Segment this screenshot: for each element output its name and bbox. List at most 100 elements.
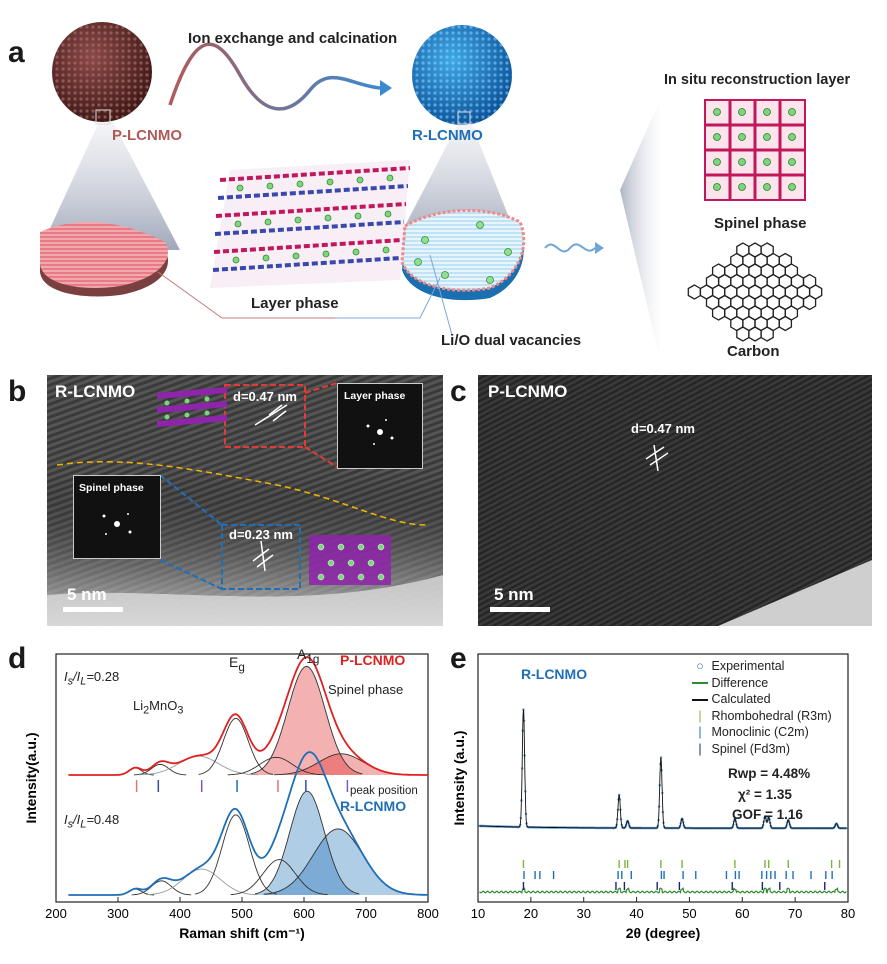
xrd-difference bbox=[479, 887, 847, 894]
wave-arrow bbox=[168, 42, 381, 111]
spinel-phase-raman: Spinel phase bbox=[328, 682, 404, 697]
xrd-xtick-label-50: 50 bbox=[682, 906, 696, 921]
scale-text-c: 5 nm bbox=[494, 585, 534, 604]
legend-spinel: | Spinel (Fd3m) bbox=[698, 741, 790, 756]
xrd-xlabel: 2θ (degree) bbox=[626, 925, 700, 941]
xrd-chart: 10 20 30 40 50 60 70 80 2θ (degree) Intensity (a.… bbox=[451, 653, 855, 941]
scale-bar-b bbox=[63, 607, 123, 612]
process-text: Ion exchange and calcination bbox=[188, 30, 398, 47]
d-spacing-c: d=0.47 nm bbox=[631, 421, 695, 436]
raman-envelope-P-LCNMO bbox=[68, 656, 428, 776]
panel-b-label: b bbox=[8, 375, 27, 408]
vacancies-label: Li/O dual vacancies bbox=[441, 332, 582, 349]
raman-xtick-label-200: 200 bbox=[45, 906, 67, 921]
beam-left bbox=[40, 120, 180, 250]
tem-image-c: P-LCNMO d=0.47 nm 5 nm bbox=[478, 375, 872, 626]
raman-component-R-LCNMO-3 bbox=[194, 814, 277, 895]
raman-component-P-LCNMO-3 bbox=[198, 717, 274, 775]
panel-a-label: a bbox=[8, 36, 25, 69]
panel-b-sample: R-LCNMO bbox=[55, 382, 136, 401]
raman-component-P-LCNMO-4 bbox=[227, 756, 325, 776]
xrd-xtick-label-70: 70 bbox=[788, 906, 802, 921]
reconstruction-title: In situ reconstruction layer bbox=[664, 72, 851, 88]
carbon-label: Carbon bbox=[727, 343, 780, 360]
raman-xtick-label-700: 700 bbox=[355, 906, 377, 921]
inset-layer-label: Layer phase bbox=[344, 390, 406, 402]
p-slab bbox=[40, 221, 168, 297]
scale-bar-c bbox=[490, 607, 550, 612]
legend-r: R-LCNMO bbox=[340, 798, 407, 814]
xrd-xtick-label-20: 20 bbox=[524, 906, 538, 921]
legend-monoclinic: | Monoclinic (C2m) bbox=[698, 725, 809, 739]
peak-position-label: peak position bbox=[350, 785, 418, 797]
xrd-xtick-label-60: 60 bbox=[735, 906, 749, 921]
raman-component-R-LCNMO-1 bbox=[131, 880, 192, 896]
raman-xtick-label-800: 800 bbox=[417, 906, 439, 921]
raman-xtick-label-500: 500 bbox=[231, 906, 253, 921]
rwp-value: Rwp = 4.48% bbox=[728, 766, 811, 781]
raman-component-R-LCNMO-4 bbox=[230, 859, 328, 896]
p-sphere bbox=[52, 22, 152, 125]
fft-layer-inset: Layer phase bbox=[337, 383, 423, 469]
xrd-xtick-label-40: 40 bbox=[629, 906, 643, 921]
legend-difference: Difference bbox=[692, 675, 832, 692]
xrd-plot-frame bbox=[477, 653, 849, 903]
ratio-r: Is/IL=0.48 bbox=[64, 812, 120, 831]
raman-fill-R-LCNMO-6 bbox=[263, 828, 413, 895]
peak-a1g-label: A1g bbox=[297, 646, 320, 666]
xrd-sample: R-LCNMO bbox=[521, 666, 588, 682]
legend-calculated: Calculated bbox=[692, 691, 832, 708]
tem-image-b: R-LCNMO d=0.47 nm d=0.23 nm Layer phase … bbox=[47, 375, 443, 626]
r-sphere bbox=[412, 25, 512, 125]
layer-phase-label: Layer phase bbox=[251, 295, 339, 312]
carbon-lattice bbox=[687, 242, 823, 342]
raman-component-R-LCNMO-2 bbox=[145, 868, 258, 896]
r-material-label: R-LCNMO bbox=[412, 127, 483, 144]
d-spacing-top: d=0.47 nm bbox=[233, 389, 297, 404]
xrd-legend: ○ Experimental Difference Calculated | R… bbox=[692, 658, 832, 757]
raman-xtick-label-300: 300 bbox=[107, 906, 129, 921]
layer-crystal-inset bbox=[156, 387, 228, 427]
raman-ylabel: Intensity(a.u.) bbox=[23, 732, 39, 823]
chi2-value: χ² = 1.35 bbox=[738, 787, 792, 802]
panel-d-label: d bbox=[8, 642, 27, 675]
raman-chart: 200 300 400 500 600 700 800 Raman shift (cm⁻¹) I… bbox=[23, 653, 439, 941]
gof-value: GOF = 1.16 bbox=[732, 807, 803, 822]
schematic-illustration bbox=[40, 22, 823, 360]
spinel-crystal-inset bbox=[309, 535, 391, 585]
xrd-xtick-label-10: 10 bbox=[471, 906, 485, 921]
beam-side bbox=[620, 100, 660, 360]
raman-xtick-label-400: 400 bbox=[169, 906, 191, 921]
r-slab bbox=[400, 209, 526, 301]
raman-envelope-R-LCNMO bbox=[68, 751, 428, 896]
raman-xlabel: Raman shift (cm⁻¹) bbox=[179, 925, 305, 941]
panel-c-label: c bbox=[450, 375, 467, 408]
peak-li2mno3-label: Li2MnO3 bbox=[133, 698, 184, 717]
spinel-phase-label: Spinel phase bbox=[714, 215, 807, 232]
raman-fill-R-LCNMO-5 bbox=[255, 791, 360, 895]
scale-text-b: 5 nm bbox=[67, 585, 107, 604]
raman-xtick-label-600: 600 bbox=[293, 906, 315, 921]
d-spacing-bottom: d=0.23 nm bbox=[229, 527, 293, 542]
layer-phase-crystal bbox=[210, 160, 411, 288]
fft-spinel-inset: Spinel phase bbox=[73, 475, 161, 559]
peak-eg-label: Eg bbox=[229, 654, 245, 674]
raman-fill-P-LCNMO-5 bbox=[250, 666, 363, 775]
raman-component-R-LCNMO-5 bbox=[254, 790, 360, 895]
inset-spinel-label: Spinel phase bbox=[79, 482, 144, 494]
xrd-calculated bbox=[479, 709, 847, 829]
xrd-xtick-label-30: 30 bbox=[576, 906, 590, 921]
xrd-xtick-label-80: 80 bbox=[841, 906, 855, 921]
legend-p: P-LCNMO bbox=[340, 652, 406, 668]
raman-fill-P-LCNMO-6 bbox=[274, 753, 409, 775]
panel-e-label: e bbox=[450, 642, 467, 675]
spinel-crystal bbox=[704, 99, 806, 201]
raman-component-P-LCNMO-5 bbox=[250, 665, 363, 775]
raman-component-P-LCNMO-1 bbox=[134, 763, 187, 776]
legend-experimental: ○ Experimental bbox=[696, 659, 785, 673]
xrd-ylabel: Intensity (a.u.) bbox=[451, 731, 467, 826]
ratio-p: Is/IL=0.28 bbox=[64, 669, 120, 688]
legend-rhombohedral: | Rhombohedral (R3m) bbox=[698, 708, 832, 723]
p-material-label: P-LCNMO bbox=[112, 127, 182, 144]
panel-c-sample: P-LCNMO bbox=[488, 382, 568, 401]
